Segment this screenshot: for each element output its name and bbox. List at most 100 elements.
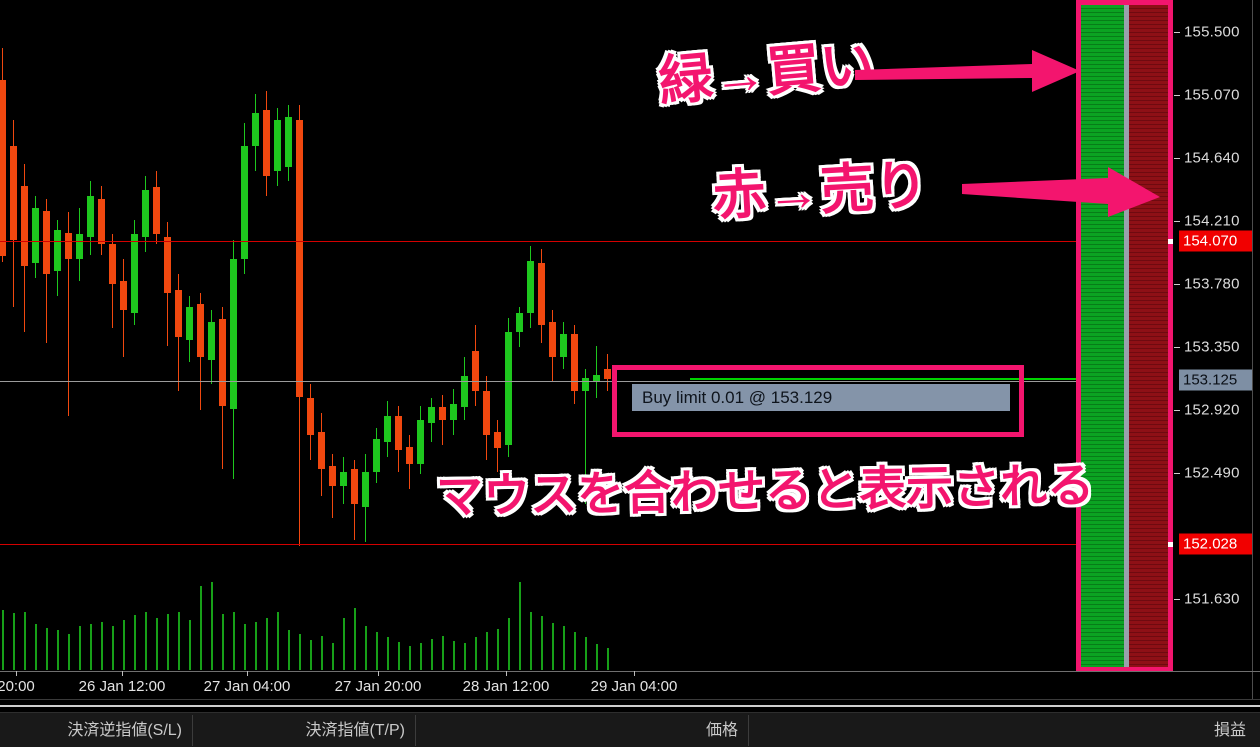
tooltip-highlight-frame	[612, 365, 1024, 437]
candle	[604, 369, 611, 379]
volume-bar	[233, 612, 235, 670]
candle-wick	[332, 454, 333, 518]
volume-bar	[343, 618, 345, 670]
candle	[373, 439, 380, 472]
price-tick	[1174, 221, 1180, 222]
terminal-header-bar: 決済逆指値(S/L) 決済指値(T/P) 価格 損益	[0, 712, 1260, 747]
candle	[571, 334, 578, 391]
buy-limit-order-line[interactable]	[690, 378, 1127, 380]
volume-bar	[68, 634, 70, 670]
volume-bar	[24, 612, 26, 670]
candle	[538, 263, 545, 325]
candle-wick	[68, 212, 69, 416]
volume-bar	[90, 624, 92, 670]
stop-loss-line[interactable]	[0, 544, 1172, 545]
volume-bar	[464, 643, 466, 670]
volume-bar	[453, 641, 455, 670]
time-tick	[122, 671, 123, 676]
candle	[208, 322, 215, 360]
column-header-pl[interactable]: 損益	[1213, 722, 1246, 739]
price-badge-154.070: 154.070	[1179, 230, 1252, 252]
volume-bar	[123, 620, 125, 670]
volume-bar	[178, 612, 180, 670]
volume-bar	[541, 616, 543, 670]
volume-bar	[585, 637, 587, 670]
candle	[186, 307, 193, 340]
candle	[351, 469, 358, 504]
footer-separator-light	[0, 705, 1260, 707]
volume-bar	[277, 612, 279, 670]
time-label: 26 Jan 12:00	[78, 678, 166, 695]
time-tick	[378, 671, 379, 676]
candle	[54, 230, 61, 271]
volume-bar	[497, 629, 499, 670]
price-tick	[1174, 599, 1180, 600]
time-tick	[16, 671, 17, 676]
price-tick-label: 152.920	[1184, 401, 1240, 419]
price-tick-label: 153.780	[1184, 275, 1240, 293]
candle	[483, 391, 490, 435]
candle-wick	[585, 369, 586, 504]
volume-bar	[244, 624, 246, 670]
line-anchor-dot	[1168, 542, 1173, 547]
candle	[197, 304, 204, 357]
column-header-tp[interactable]: 決済指値(T/P)	[305, 722, 405, 739]
arrow-to-sell-column-icon	[962, 167, 1160, 217]
volume-bar	[354, 608, 356, 670]
volume-bar	[563, 626, 565, 670]
dom-column-divider	[1124, 5, 1129, 667]
volume-bar	[574, 632, 576, 670]
volume-bar	[211, 582, 213, 670]
candle	[593, 375, 600, 381]
candle	[252, 113, 259, 146]
candle	[362, 472, 369, 507]
current-price-line	[0, 381, 1172, 382]
time-label: 20:00	[0, 678, 35, 695]
candle	[384, 416, 391, 442]
price-tick	[1174, 410, 1180, 411]
volume-bar	[167, 614, 169, 670]
dom-buy-column[interactable]	[1081, 5, 1124, 667]
candle	[560, 334, 567, 357]
candle	[65, 233, 72, 259]
volume-bar	[222, 614, 224, 670]
candle	[32, 208, 39, 263]
footer-separator-dark	[0, 699, 1260, 700]
time-axis-line	[0, 671, 1260, 672]
volume-bar	[134, 615, 136, 670]
price-tick	[1174, 473, 1180, 474]
candle	[285, 117, 292, 167]
column-divider	[415, 715, 416, 746]
annotation-hover-note: マウスを合わせると表示される	[435, 458, 1095, 523]
candle	[153, 187, 160, 234]
volume-bar	[145, 612, 147, 670]
column-header-price[interactable]: 価格	[705, 722, 738, 739]
candle	[87, 196, 94, 237]
price-tick-label: 154.210	[1184, 212, 1240, 230]
volume-bar	[255, 622, 257, 670]
volume-bar	[387, 637, 389, 670]
candle	[461, 376, 468, 407]
dom-sell-column[interactable]	[1129, 5, 1168, 667]
price-tick-label: 154.640	[1184, 149, 1240, 167]
candle	[340, 472, 347, 486]
candle	[505, 332, 512, 445]
candle	[472, 351, 479, 391]
volume-bar	[101, 622, 103, 670]
candle	[307, 398, 314, 435]
price-tick-label: 155.500	[1184, 23, 1240, 41]
volume-bar	[552, 623, 554, 670]
volume-bar	[442, 636, 444, 670]
candle	[219, 319, 226, 406]
price-tick-label: 152.490	[1184, 464, 1240, 482]
column-header-sl[interactable]: 決済逆指値(S/L)	[67, 722, 182, 739]
take-profit-line[interactable]	[0, 241, 1172, 242]
candle	[406, 447, 413, 464]
column-divider	[748, 715, 749, 746]
annotation-red-sell: 赤→売り	[710, 155, 930, 227]
volume-bar	[409, 646, 411, 670]
candle	[417, 420, 424, 464]
candle	[98, 199, 105, 244]
candle	[439, 407, 446, 420]
